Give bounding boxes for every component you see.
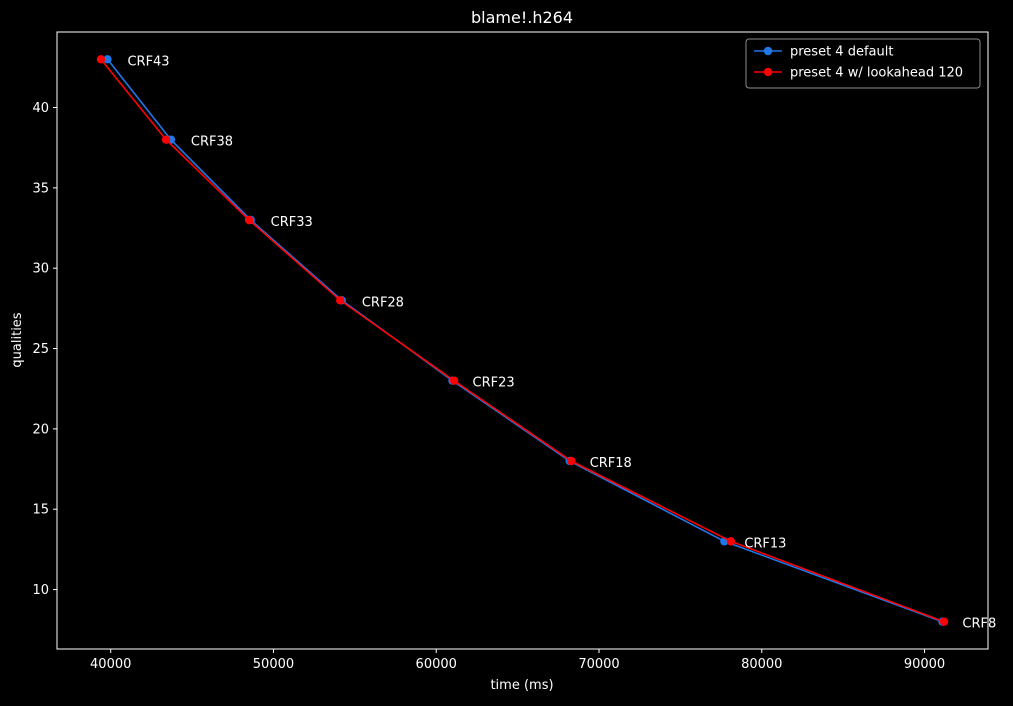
data-point — [161, 135, 171, 144]
x-tick-label: 60000 — [416, 657, 457, 672]
y-tick-label: 35 — [32, 181, 49, 196]
y-tick-label: 40 — [32, 101, 49, 116]
chart-title: blame!.h264 — [471, 8, 573, 27]
crf-annotation: CRF33 — [271, 215, 313, 230]
data-point — [449, 376, 459, 385]
data-point — [336, 296, 345, 305]
crf-annotation: CRF38 — [191, 135, 233, 150]
series-line — [100, 58, 945, 623]
data-point — [567, 456, 576, 466]
plot-frame — [56, 31, 989, 650]
x-tick-label: 40000 — [90, 657, 131, 672]
crf-annotation: CRF43 — [127, 54, 169, 69]
y-tick-label: 20 — [32, 422, 49, 437]
x-tick-label: 50000 — [253, 657, 294, 672]
data-point — [96, 55, 106, 64]
y-tick-label: 30 — [32, 262, 49, 277]
data-point — [244, 215, 254, 225]
legend-item: preset 4 w/ lookahead 120 — [754, 66, 963, 81]
legend-label: preset 4 default — [790, 45, 893, 60]
data-point — [939, 617, 949, 626]
crf-annotation: CRF23 — [473, 376, 515, 391]
crf-annotation: CRF28 — [362, 295, 404, 310]
data-point — [103, 55, 112, 64]
legend-swatch-marker — [763, 46, 773, 56]
x-axis-label: time (ms) — [490, 678, 553, 693]
y-tick-label: 10 — [32, 583, 49, 598]
y-axis-label: qualities — [10, 312, 25, 367]
data-point — [726, 537, 736, 546]
legend-item: preset 4 default — [754, 45, 893, 60]
crf-annotation: CRF18 — [590, 456, 632, 471]
series-2 — [96, 55, 949, 626]
y-tick-label: 15 — [32, 503, 49, 518]
legend-label: preset 4 w/ lookahead 120 — [790, 66, 963, 81]
x-tick-label: 80000 — [741, 657, 782, 672]
crf-annotation: CRF13 — [744, 536, 786, 551]
x-tick-label: 90000 — [904, 657, 945, 672]
legend-swatch-marker — [763, 67, 773, 77]
y-tick-label: 25 — [32, 342, 49, 357]
legend: preset 4 default preset 4 w/ lookahead 12… — [745, 38, 981, 89]
x-tick-label: 70000 — [578, 657, 619, 672]
crf-annotation: CRF8 — [962, 617, 996, 632]
legend-box — [745, 38, 981, 89]
